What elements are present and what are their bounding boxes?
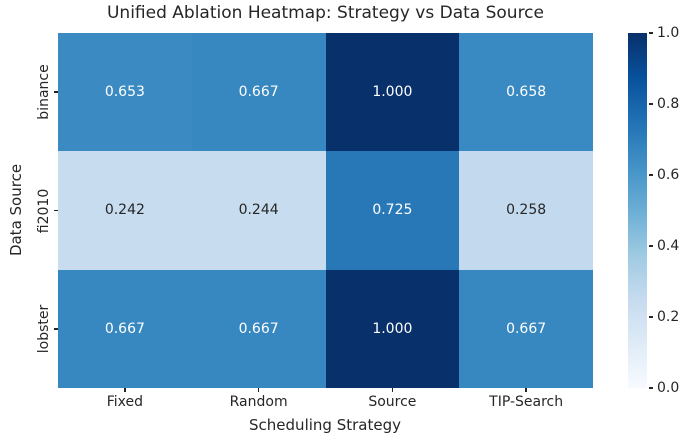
heatmap-cell: 0.658 [459, 33, 593, 152]
cell-value: 0.667 [238, 320, 279, 337]
x-axis-label: Scheduling Strategy [249, 416, 401, 434]
colorbar-tick-mark [649, 316, 653, 318]
heatmap-grid: 0.653 0.667 1.000 0.658 0.242 0.244 0.725 0.258… [58, 33, 593, 388]
heatmap-cell: 0.667 [459, 269, 593, 388]
colorbar [628, 33, 647, 388]
colorbar-tick-label: 0.0 [657, 380, 680, 396]
chart-title: Unified Ablation Heatmap: Strategy vs Da… [106, 3, 544, 23]
y-tick-mark [54, 91, 58, 93]
cell-value: 0.653 [104, 84, 145, 101]
y-axis-label: Data Source [7, 163, 25, 257]
cell-value: 0.667 [238, 84, 279, 101]
cell-value: 0.242 [104, 202, 145, 219]
cell-value: 0.244 [238, 202, 279, 219]
x-tick-label: Fixed [106, 394, 144, 410]
colorbar-tick-label: 0.4 [657, 238, 680, 254]
x-tick-mark [124, 388, 126, 392]
x-tick-label: Random [229, 394, 288, 410]
x-tick-mark [257, 388, 260, 392]
y-tick-mark [54, 209, 58, 212]
cell-value: 0.658 [506, 84, 547, 101]
x-tick-mark [391, 388, 394, 392]
colorbar-tick-label: 1.0 [657, 25, 680, 41]
heatmap-cell: 0.667 [191, 269, 326, 388]
colorbar-tick-label: 0.6 [657, 167, 680, 183]
cell-value: 1.000 [372, 320, 413, 337]
heatmap-cell: 0.725 [325, 151, 460, 270]
heatmap-cell: 0.258 [459, 151, 593, 270]
colorbar-tick-mark [649, 174, 653, 176]
cell-value: 0.667 [104, 320, 145, 337]
heatmap-cell: 0.653 [58, 33, 192, 152]
heatmap-cell: 0.667 [191, 33, 326, 152]
cell-value: 1.000 [372, 84, 413, 101]
y-tick-label: fi2010 [36, 188, 52, 233]
heatmap-cell: 0.244 [191, 151, 326, 270]
colorbar-tick-mark [649, 32, 653, 34]
y-tick-mark [54, 328, 58, 330]
heatmap-cell: 1.000 [325, 269, 460, 388]
colorbar-tick-label: 0.2 [657, 309, 680, 325]
x-tick-label: Source [368, 394, 417, 410]
cell-value: 0.725 [372, 202, 413, 219]
heatmap-cell: 1.000 [325, 33, 460, 152]
x-tick-label: TIP-Search [489, 394, 564, 410]
colorbar-tick-mark [649, 387, 653, 389]
y-tick-label: lobster [36, 304, 52, 354]
colorbar-tick-mark [649, 103, 653, 105]
colorbar-tick-mark [649, 245, 653, 247]
y-tick-label: binance [36, 64, 52, 120]
cell-value: 0.258 [506, 202, 547, 219]
heatmap-cell: 0.242 [58, 151, 192, 270]
cell-value: 0.667 [506, 320, 547, 337]
colorbar-tick-label: 0.8 [657, 96, 680, 112]
x-tick-mark [525, 388, 527, 392]
heatmap-cell: 0.667 [58, 269, 192, 388]
